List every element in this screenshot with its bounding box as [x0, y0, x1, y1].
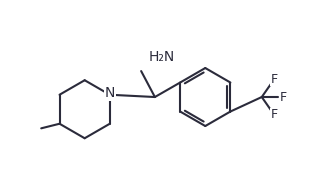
Text: F: F: [279, 91, 287, 104]
Text: N: N: [105, 86, 115, 100]
Text: F: F: [270, 108, 278, 121]
Text: H₂N: H₂N: [149, 50, 175, 64]
Text: F: F: [270, 73, 278, 86]
